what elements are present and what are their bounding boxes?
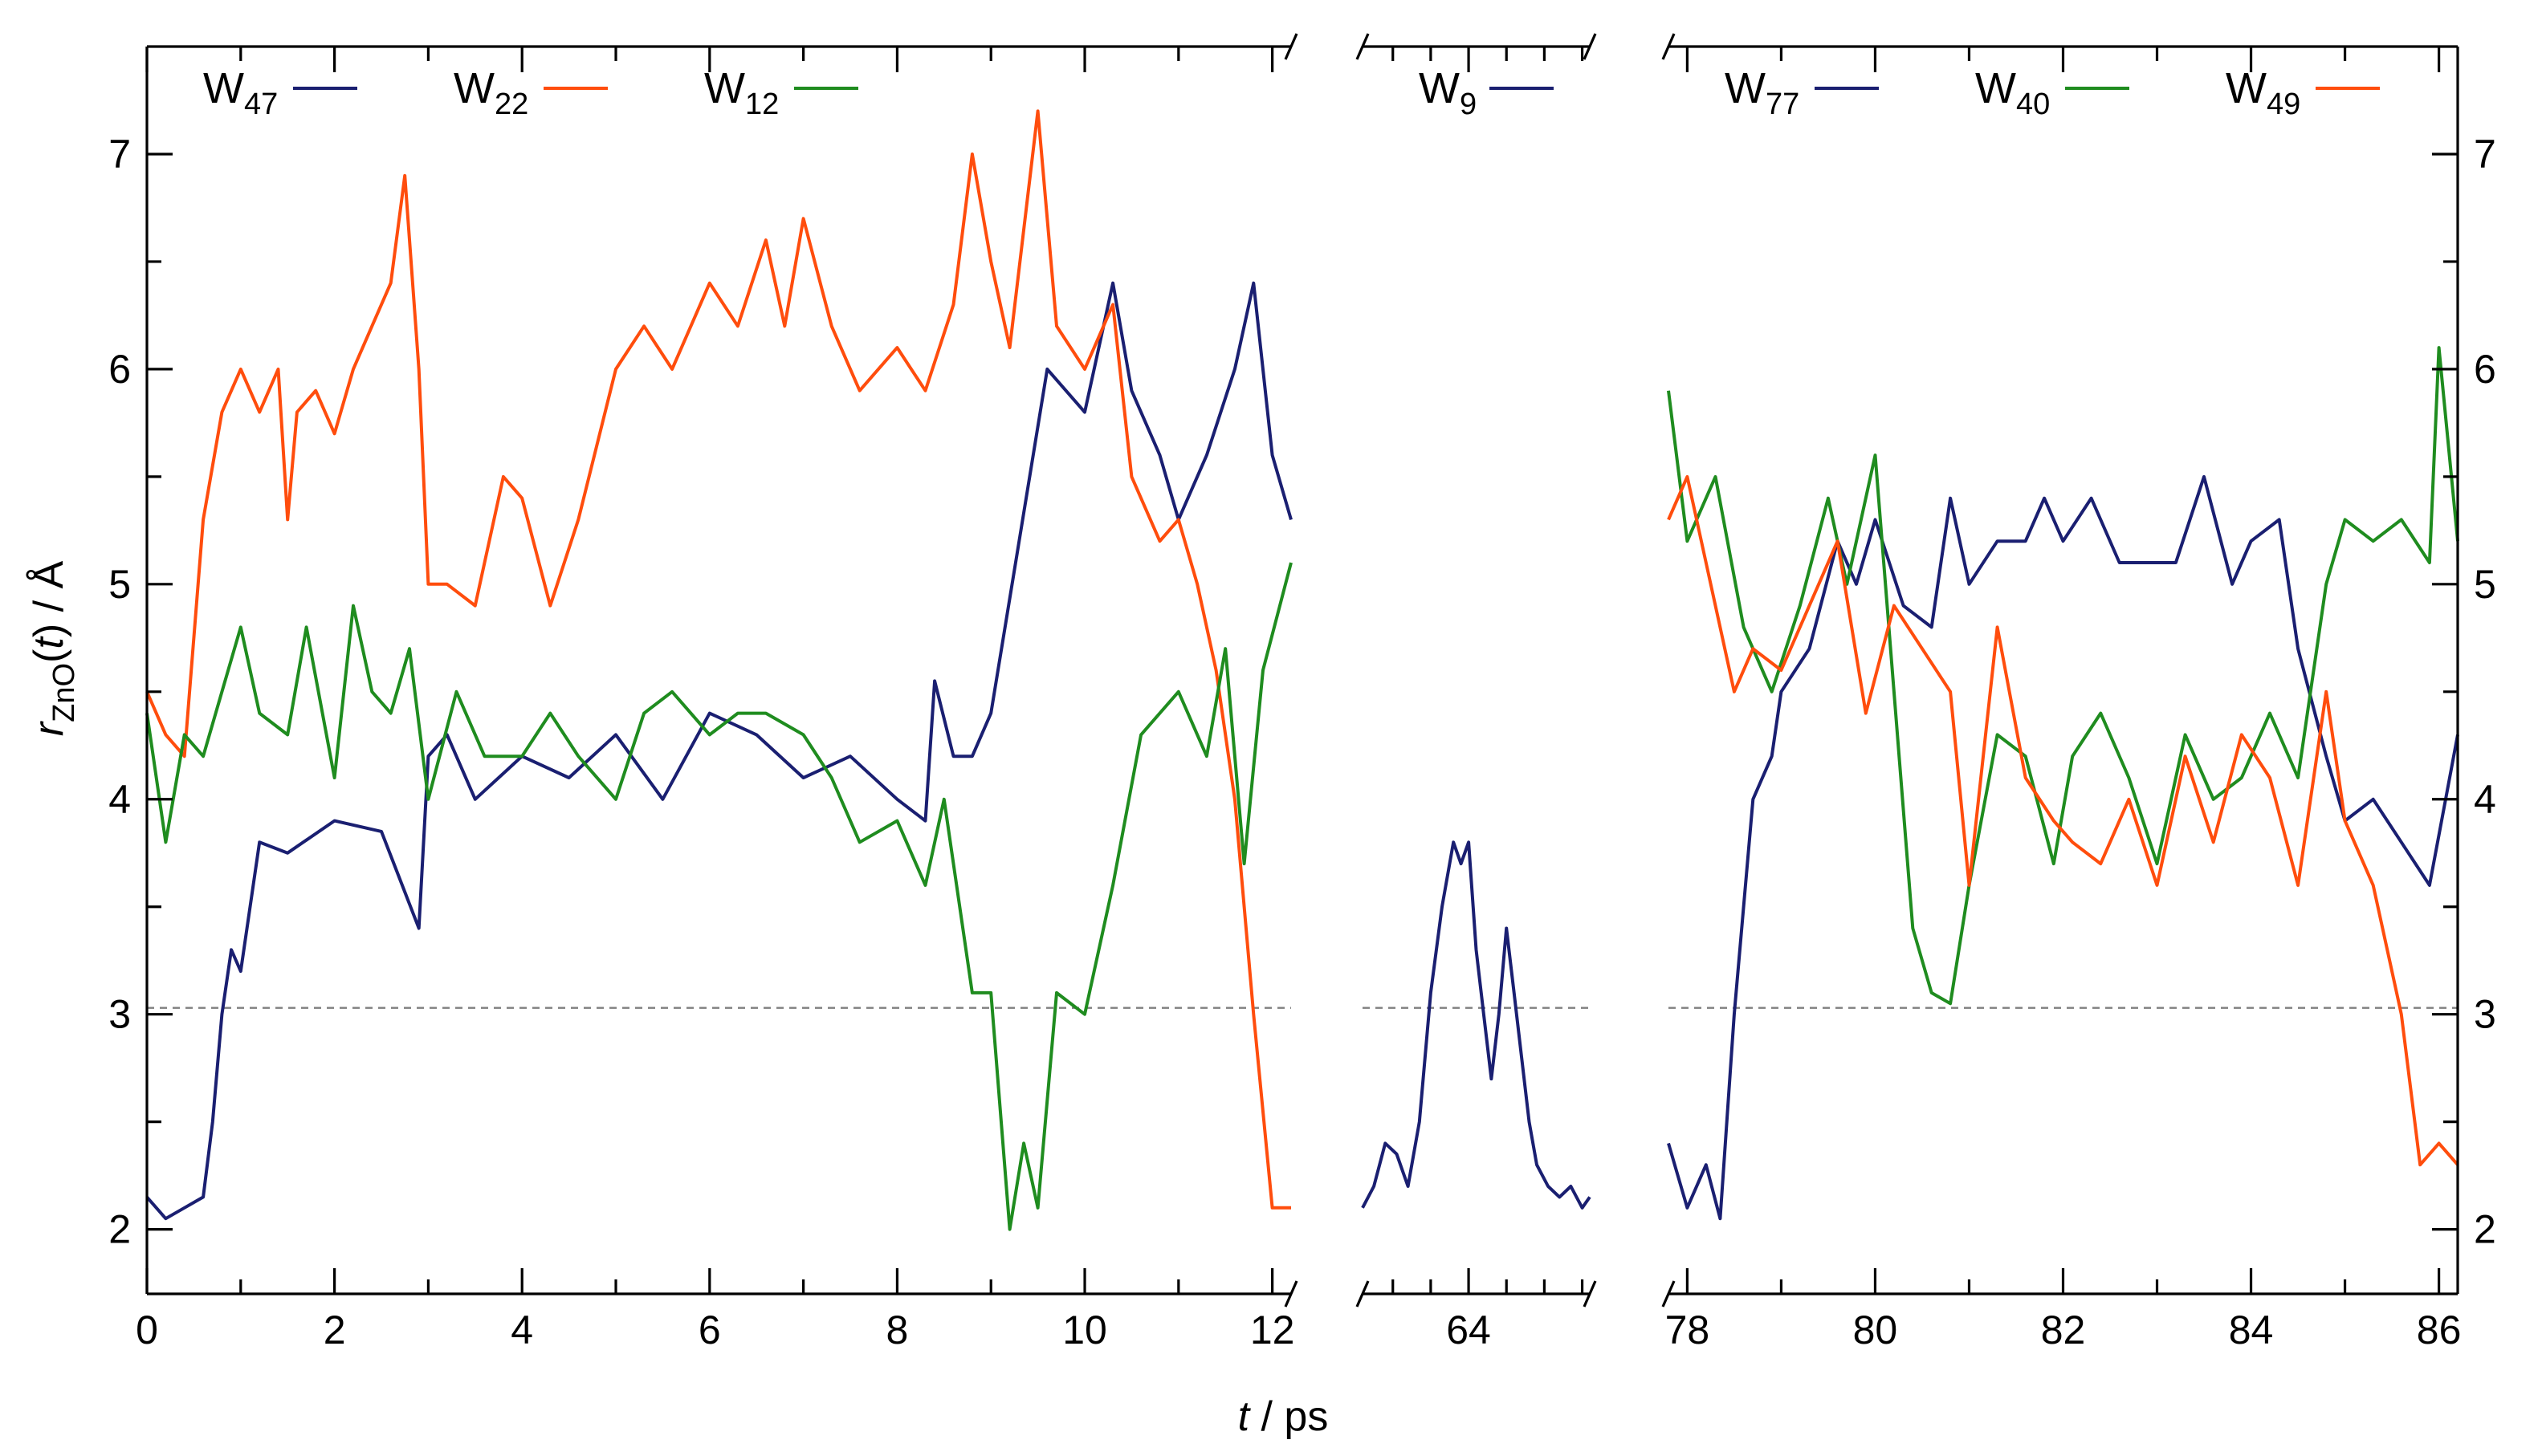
y-tick-label-left: 5 xyxy=(108,562,131,607)
y-axis-arg-open: ( xyxy=(26,649,72,663)
series-line-w77 xyxy=(1667,474,2459,1221)
legend-main: W xyxy=(1725,64,1766,112)
legend-main: W xyxy=(1975,64,2016,112)
y-tick-label-right: 2 xyxy=(2474,1207,2496,1252)
axis-break-marks xyxy=(1284,33,1676,1308)
y-axis-arg-close: ) xyxy=(26,624,72,637)
legend-label-w22: W22 xyxy=(454,64,528,121)
y-axis-left: 2 3 4 5 6 7 xyxy=(108,47,173,1294)
legend-sub: 9 xyxy=(1460,87,1477,121)
y-axis-title: rZnO(t) / Å xyxy=(26,561,81,737)
legend-label-w47: W47 xyxy=(203,64,278,121)
y-axis-var: r xyxy=(26,720,72,736)
y-tick-label-left: 7 xyxy=(108,132,131,177)
x-tick-label: 82 xyxy=(2041,1308,2086,1352)
axis-break-mark xyxy=(1661,33,1676,60)
x-tick-label: 86 xyxy=(2417,1308,2462,1352)
axis-break-mark xyxy=(1355,33,1370,60)
legend-sub: 22 xyxy=(495,87,528,121)
legend-label-w12: W12 xyxy=(704,64,779,121)
legend-main: W xyxy=(704,64,745,112)
y-tick-label-left: 2 xyxy=(108,1207,131,1252)
y-axis-right: 2 3 4 5 6 7 xyxy=(2432,47,2496,1294)
y-tick-label-right: 7 xyxy=(2474,132,2496,177)
y-tick-label-right: 3 xyxy=(2474,992,2496,1037)
x-tick-label: 6 xyxy=(699,1308,721,1352)
y-tick-label-right: 4 xyxy=(2474,777,2496,822)
series-line-w49 xyxy=(1667,474,2459,1167)
x-axis-title-text: t / ps xyxy=(1238,1393,1329,1440)
x-tick-label: 12 xyxy=(1250,1308,1295,1352)
legend-label-w9: W9 xyxy=(1419,64,1477,121)
y-tick-label-left: 3 xyxy=(108,992,131,1037)
x-axis-unit: / ps xyxy=(1249,1393,1328,1440)
x-tick-label: 84 xyxy=(2229,1308,2274,1352)
y-axis-unit: / Å xyxy=(26,561,72,624)
legend-main: W xyxy=(454,64,495,112)
x-tick-label: 10 xyxy=(1062,1308,1107,1352)
x-tick-label: 64 xyxy=(1446,1308,1491,1352)
series-line-w40 xyxy=(1667,346,2459,1006)
legend-main: W xyxy=(203,64,244,112)
axis-break-mark xyxy=(1583,1280,1597,1308)
x-tick-label: 8 xyxy=(886,1308,909,1352)
legend-label-w77: W77 xyxy=(1725,64,1799,121)
x-tick-label: 4 xyxy=(511,1308,533,1352)
y-tick-label-right: 6 xyxy=(2474,347,2496,392)
legend-sub: 77 xyxy=(1766,87,1799,121)
y-tick-label-left: 6 xyxy=(108,347,131,392)
x-tick-label: 80 xyxy=(1853,1308,1898,1352)
series-line-w12 xyxy=(145,562,1293,1231)
x-tick-label: 78 xyxy=(1665,1308,1710,1352)
legend-label-w49: W49 xyxy=(2226,64,2300,121)
axis-break-mark xyxy=(1355,1280,1370,1308)
axis-break-mark xyxy=(1284,33,1298,60)
legend-sub: 40 xyxy=(2016,87,2050,121)
series-line-w9 xyxy=(1361,840,1591,1210)
legend-sub: 47 xyxy=(244,87,278,121)
series-line-w47 xyxy=(145,281,1293,1221)
y-tick-label-left: 4 xyxy=(108,777,131,822)
x-tick-label: 0 xyxy=(136,1308,158,1352)
y-tick-label-right: 5 xyxy=(2474,562,2496,607)
legend-main: W xyxy=(1419,64,1460,112)
series-line-w22 xyxy=(145,109,1291,1210)
legend-sub: 49 xyxy=(2267,87,2300,121)
y-axis-arg-var: t xyxy=(26,636,72,649)
legend-sub: 12 xyxy=(745,87,779,121)
x-tick-label: 2 xyxy=(324,1308,346,1352)
y-axis-sub: ZnO xyxy=(47,663,81,722)
legend-main: W xyxy=(2226,64,2267,112)
legend-label-w40: W40 xyxy=(1975,64,2050,121)
y-axis-title-text: rZnO(t) / Å xyxy=(26,561,81,737)
axis-break-mark xyxy=(1583,33,1597,60)
x-axis-title: t / ps xyxy=(1238,1393,1329,1440)
axis-break-mark xyxy=(1284,1280,1298,1308)
panel-2: 64 W9 xyxy=(1361,45,1591,1352)
axis-break-mark xyxy=(1661,1280,1676,1308)
x-axis-var: t xyxy=(1238,1393,1252,1440)
